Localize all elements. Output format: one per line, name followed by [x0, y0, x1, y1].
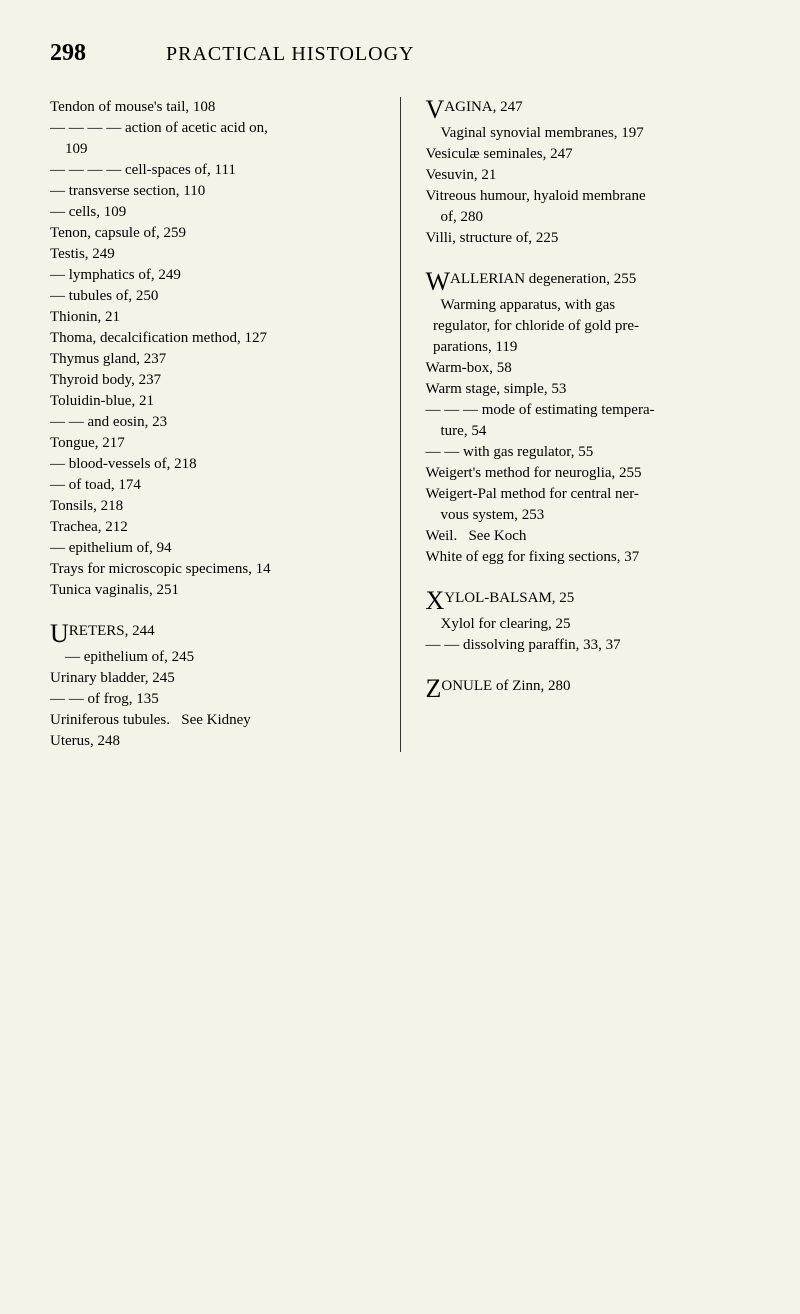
entry: Weil. See Koch — [426, 526, 751, 547]
entry: — — — mode of estimating tempera- — [426, 400, 751, 421]
entry: Xylol for clearing, 25 — [426, 614, 751, 635]
entry: ALLERIAN degeneration, 255 — [450, 271, 636, 287]
entry: Tonsils, 218 — [50, 496, 375, 517]
entry: Thyroid body, 237 — [50, 370, 375, 391]
entry: Tenon, capsule of, 259 — [50, 223, 375, 244]
section-letter-u: U — [50, 621, 69, 647]
v-section-start: VAGINA, 247 — [426, 97, 751, 123]
entry: vous system, 253 — [426, 505, 751, 526]
section-break — [426, 656, 751, 676]
entry: Vesiculæ seminales, 247 — [426, 144, 751, 165]
u-section-start: URETERS, 244 — [50, 621, 375, 647]
entry: Warm stage, simple, 53 — [426, 379, 751, 400]
entry: — lymphatics of, 249 — [50, 265, 375, 286]
w-section-start: WALLERIAN degeneration, 255 — [426, 269, 751, 295]
entry: — cells, 109 — [50, 202, 375, 223]
entry: ture, 54 — [426, 421, 751, 442]
columns-container: Tendon of mouse's tail, 108 — — — — acti… — [50, 97, 750, 752]
section-letter-w: W — [426, 269, 451, 295]
entry: ONULE of Zinn, 280 — [441, 678, 570, 694]
entry: Thymus gland, 237 — [50, 349, 375, 370]
entry: Uriniferous tubules. See Kidney — [50, 710, 375, 731]
entry: Trachea, 212 — [50, 517, 375, 538]
right-column: VAGINA, 247 Vaginal synovial membranes, … — [426, 97, 751, 752]
entry: — epithelium of, 245 — [50, 647, 375, 668]
entry: — of toad, 174 — [50, 475, 375, 496]
entry: Villi, structure of, 225 — [426, 228, 751, 249]
page-title: PRACTICAL HISTOLOGY — [166, 43, 414, 66]
entry: Urinary bladder, 245 — [50, 668, 375, 689]
entry: parations, 119 — [426, 337, 751, 358]
section-break — [426, 568, 751, 588]
entry: Tendon of mouse's tail, 108 — [50, 97, 375, 118]
entry: — — and eosin, 23 — [50, 412, 375, 433]
entry: — tubules of, 250 — [50, 286, 375, 307]
entry: — — with gas regulator, 55 — [426, 442, 751, 463]
entry: — — — — cell-spaces of, 111 — [50, 160, 375, 181]
entry: Weigert-Pal method for central ner- — [426, 484, 751, 505]
z-section-start: ZONULE of Zinn, 280 — [426, 676, 751, 702]
entry: Vesuvin, 21 — [426, 165, 751, 186]
entry: — — — — action of acetic acid on, — [50, 118, 375, 139]
entry: Tunica vaginalis, 251 — [50, 580, 375, 601]
entry-text: Uriniferous tubules. See Kidney — [50, 712, 251, 728]
entry: of, 280 — [426, 207, 751, 228]
entry: Toluidin-blue, 21 — [50, 391, 375, 412]
entry: White of egg for fixing sections, 37 — [426, 547, 751, 568]
entry: Uterus, 248 — [50, 731, 375, 752]
entry: AGINA, 247 — [444, 99, 522, 115]
section-letter-z: Z — [426, 676, 442, 702]
entry: RETERS, 244 — [69, 623, 155, 639]
entry: — epithelium of, 94 — [50, 538, 375, 559]
page-header: 298 PRACTICAL HISTOLOGY — [50, 40, 750, 67]
entry: — — of frog, 135 — [50, 689, 375, 710]
section-break — [50, 601, 375, 621]
entry: regulator, for chloride of gold pre- — [426, 316, 751, 337]
entry: Thionin, 21 — [50, 307, 375, 328]
column-divider — [400, 97, 401, 752]
entry: — transverse section, 110 — [50, 181, 375, 202]
entry: Tongue, 217 — [50, 433, 375, 454]
entry: Weigert's method for neuroglia, 255 — [426, 463, 751, 484]
entry: — — dissolving paraffin, 33, 37 — [426, 635, 751, 656]
left-column: Tendon of mouse's tail, 108 — — — — acti… — [50, 97, 375, 752]
entry: Vitreous humour, hyaloid membrane — [426, 186, 751, 207]
section-letter-x: X — [426, 588, 445, 614]
page-container: 298 PRACTICAL HISTOLOGY Tendon of mouse'… — [0, 0, 800, 1314]
entry: Warming apparatus, with gas — [426, 295, 751, 316]
entry: 109 — [50, 139, 375, 160]
entry: Warm-box, 58 — [426, 358, 751, 379]
section-letter-v: V — [426, 97, 445, 123]
entry: Trays for microscopic specimens, 14 — [50, 559, 375, 580]
entry: Vaginal synovial membranes, 197 — [426, 123, 751, 144]
entry: YLOL-BALSAM, 25 — [444, 590, 574, 606]
x-section-start: XYLOL-BALSAM, 25 — [426, 588, 751, 614]
entry: Thoma, decalcification method, 127 — [50, 328, 375, 349]
entry: — blood-vessels of, 218 — [50, 454, 375, 475]
section-break — [426, 249, 751, 269]
entry: Testis, 249 — [50, 244, 375, 265]
page-number: 298 — [50, 40, 86, 67]
